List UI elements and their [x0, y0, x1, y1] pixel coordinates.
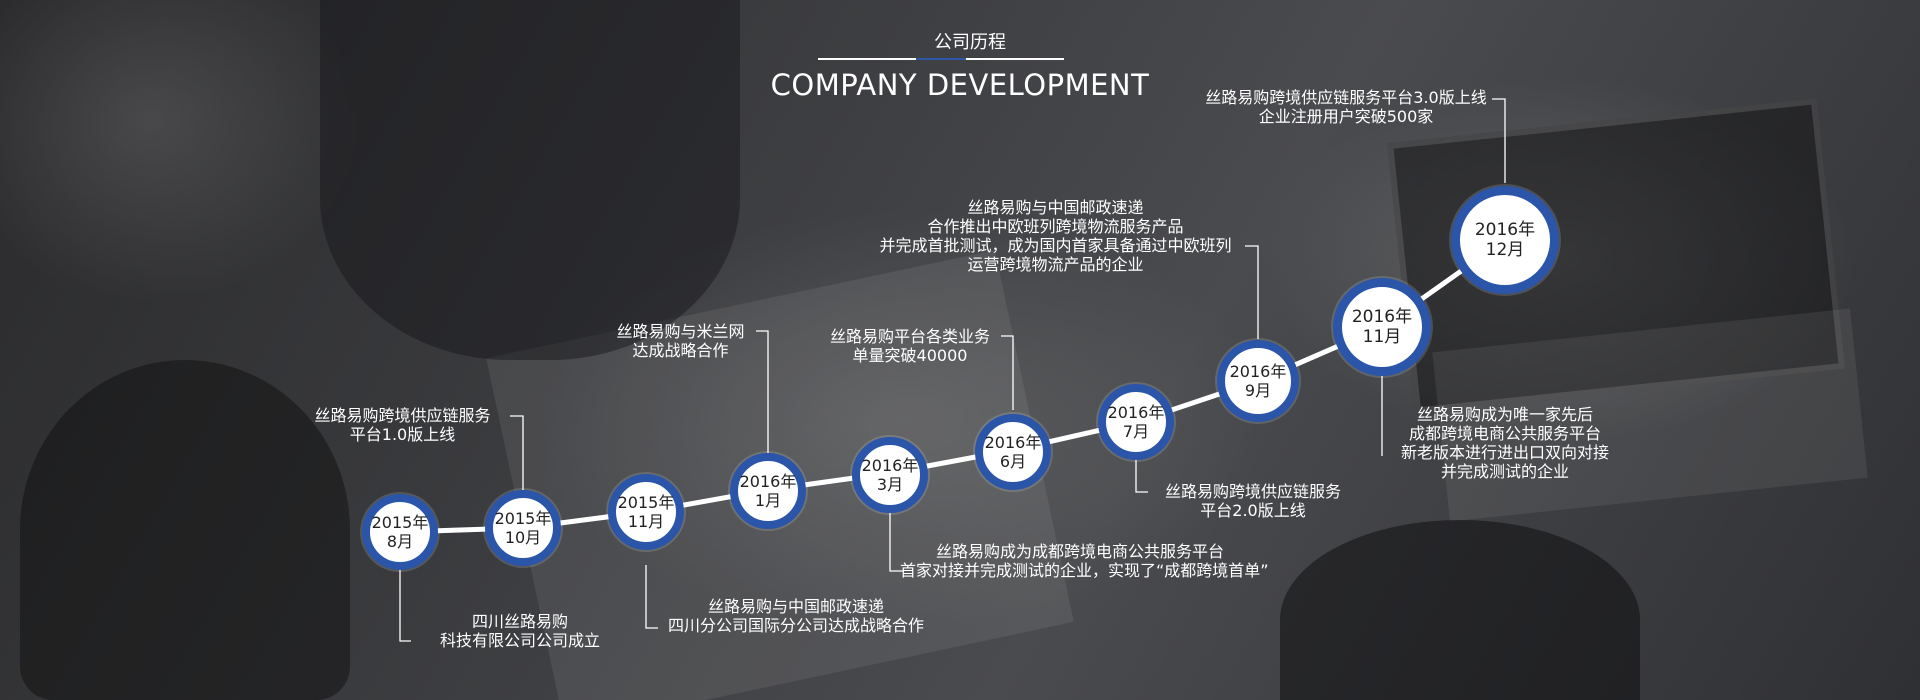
milestone-month: 9月 [1244, 381, 1272, 400]
event-caption-line: 企业注册用户突破500家 [1258, 107, 1434, 126]
milestone-month: 7月 [1122, 422, 1150, 441]
milestone-year: 2015年 [371, 513, 429, 532]
milestone-year: 2016年 [861, 456, 919, 475]
milestone-node: 2016年 11月 [1333, 278, 1431, 376]
event-caption-line: 四川丝路易购 [471, 612, 568, 631]
event-caption-line: 成都跨境电商公共服务平台 [1408, 424, 1601, 443]
event-caption-line: 单量突破40000 [852, 346, 968, 365]
milestone-node: 2016年 6月 [975, 414, 1051, 490]
event-caption-line: 丝路易购与中国邮政速递 [967, 198, 1144, 217]
milestone-month: 3月 [876, 475, 904, 494]
event-caption-line: 平台1.0版上线 [349, 425, 456, 444]
background-person-shape [320, 0, 740, 360]
event-caption: 丝路易购与米兰网 达成战略合作 [608, 322, 753, 360]
event-caption: 丝路易购跨境供应链服务平台3.0版上线 企业注册用户突破500家 [1196, 88, 1496, 126]
leader-line [510, 415, 524, 490]
event-caption: 丝路易购与中国邮政速递 四川分公司国际分公司达成战略合作 [656, 597, 936, 635]
milestone-month: 11月 [627, 512, 665, 531]
milestone-month: 10月 [504, 528, 542, 547]
event-caption-line: 四川分公司国际分公司达成战略合作 [667, 616, 924, 635]
event-caption-line: 丝路易购跨境供应链服务 [314, 406, 491, 425]
event-caption-line: 丝路易购成为唯一家先后 [1416, 405, 1593, 424]
event-caption-line: 科技有限公司公司成立 [439, 631, 600, 650]
milestone-node: 2015年 10月 [485, 490, 561, 566]
milestone-node: 2016年 12月 [1451, 186, 1559, 294]
milestone-month: 6月 [999, 452, 1027, 471]
event-caption-line: 首家对接并完成测试的企业，实现了“成都跨境首单” [900, 561, 1269, 580]
milestone-node: 2016年 9月 [1217, 340, 1299, 422]
milestone-node: 2015年 11月 [608, 474, 684, 550]
event-caption-line: 新老版本进行进出口双向对接 [1400, 443, 1609, 462]
milestone-year: 2015年 [617, 493, 675, 512]
event-caption: 丝路易购成为成都跨境电商公共服务平台 首家对接并完成测试的企业，实现了“成都跨境… [900, 542, 1269, 580]
event-caption-line: 丝路易购跨境供应链服务 [1164, 482, 1341, 501]
leader-line [756, 330, 769, 453]
milestone-year: 2016年 [1229, 362, 1287, 381]
event-caption-line: 达成战略合作 [632, 341, 729, 360]
milestone-node: 2016年 1月 [730, 453, 806, 529]
background-person-shape [1280, 520, 1640, 700]
milestone-year: 2015年 [494, 509, 552, 528]
leader-line [1001, 335, 1014, 410]
event-caption-line: 并完成测试的企业 [1440, 462, 1569, 481]
leader-line [1245, 245, 1259, 339]
milestone-month: 8月 [386, 532, 414, 551]
milestone-year: 2016年 [1351, 307, 1413, 327]
milestone-month: 12月 [1485, 240, 1525, 260]
milestone-year: 2016年 [739, 472, 797, 491]
event-caption: 丝路易购跨境供应链服务 平台2.0版上线 [1148, 482, 1358, 520]
leader-line [399, 570, 411, 642]
milestone-month: 1月 [754, 491, 782, 510]
event-caption: 丝路易购平台各类业务 单量突破40000 [820, 327, 1000, 365]
milestone-year: 2016年 [1107, 403, 1165, 422]
leader-line [1135, 460, 1148, 493]
event-caption-line: 丝路易购跨境供应链服务平台3.0版上线 [1205, 88, 1487, 107]
milestone-year: 2016年 [984, 433, 1042, 452]
event-caption-line: 丝路易购与米兰网 [616, 322, 745, 341]
leader-line [889, 513, 903, 572]
event-caption-line: 丝路易购成为成都跨境电商公共服务平台 [935, 542, 1224, 561]
event-caption: 丝路易购跨境供应链服务 平台1.0版上线 [300, 406, 505, 444]
event-caption-line: 并完成首批测试，成为国内首家具备通过中欧班列 [879, 236, 1232, 255]
event-caption-line: 丝路易购平台各类业务 [829, 327, 990, 346]
event-caption-line: 合作推出中欧班列跨境物流服务产品 [927, 217, 1184, 236]
leader-line [1492, 98, 1506, 183]
event-caption-line: 丝路易购与中国邮政速递 [707, 597, 884, 616]
milestone-month: 11月 [1362, 327, 1402, 347]
milestone-node: 2016年 7月 [1098, 384, 1174, 460]
milestone-node: 2015年 8月 [362, 494, 438, 570]
page-title-en: COMPANY DEVELOPMENT [770, 68, 1150, 102]
milestone-node: 2016年 3月 [852, 437, 928, 513]
event-caption: 丝路易购成为唯一家先后 成都跨境电商公共服务平台 新老版本进行进出口双向对接 并… [1390, 405, 1620, 481]
event-caption-line: 平台2.0版上线 [1200, 501, 1306, 520]
milestone-year: 2016年 [1474, 220, 1536, 240]
timeline-path [399, 237, 1507, 535]
title-divider-accent [916, 58, 966, 60]
leader-line [645, 565, 658, 629]
event-caption-line: 运营跨境物流产品的企业 [967, 255, 1144, 274]
event-caption: 丝路易购与中国邮政速递 合作推出中欧班列跨境物流服务产品 并完成首批测试，成为国… [868, 198, 1243, 274]
page-title-cn: 公司历程 [934, 32, 1006, 53]
event-caption: 四川丝路易购 科技有限公司公司成立 [405, 612, 635, 650]
background-person-shape [20, 360, 350, 700]
